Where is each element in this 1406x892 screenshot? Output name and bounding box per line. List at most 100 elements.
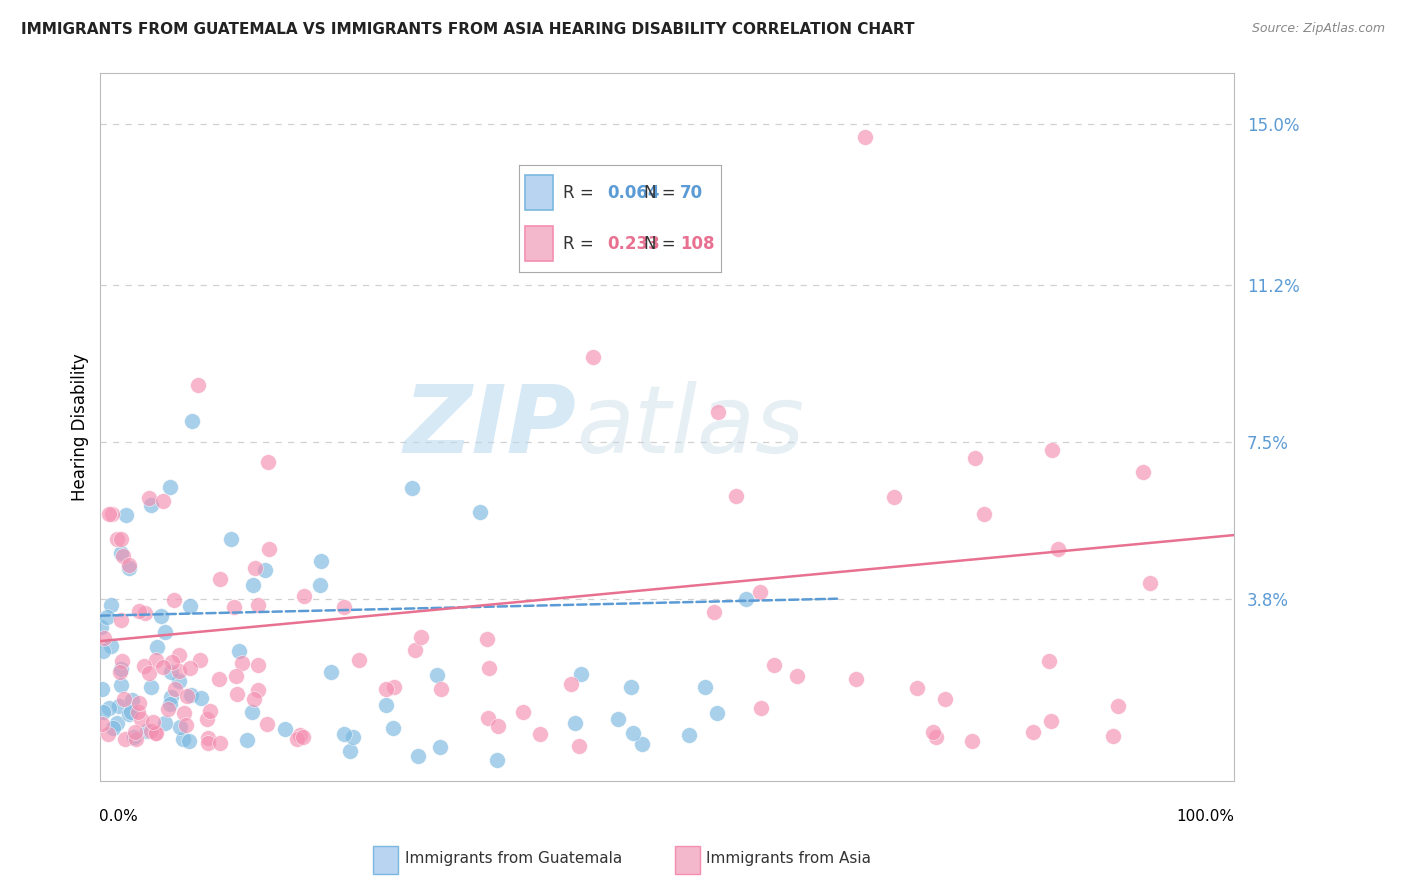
Point bbox=[621, 726, 644, 740]
Point bbox=[169, 720, 191, 734]
Point bbox=[925, 730, 948, 744]
Point bbox=[105, 533, 128, 547]
Point bbox=[1139, 575, 1161, 590]
FancyBboxPatch shape bbox=[524, 175, 553, 211]
Point bbox=[257, 542, 280, 557]
Point bbox=[606, 712, 628, 726]
Point bbox=[748, 585, 770, 599]
Point bbox=[695, 680, 717, 694]
Point bbox=[477, 711, 499, 725]
Point bbox=[98, 701, 121, 715]
Point bbox=[128, 604, 150, 618]
Point bbox=[136, 724, 159, 739]
Point bbox=[243, 561, 266, 575]
Point bbox=[222, 600, 245, 615]
Point bbox=[333, 599, 356, 614]
Point bbox=[231, 656, 253, 670]
Point bbox=[1132, 465, 1154, 479]
Point bbox=[568, 739, 591, 753]
Point bbox=[173, 706, 195, 720]
Point bbox=[243, 692, 266, 706]
Point bbox=[257, 455, 280, 469]
Point bbox=[197, 736, 219, 750]
Point bbox=[309, 578, 332, 592]
Point bbox=[225, 669, 247, 683]
Point bbox=[177, 734, 200, 748]
Point bbox=[486, 719, 509, 733]
Text: 100.0%: 100.0% bbox=[1177, 809, 1234, 824]
Point bbox=[190, 691, 212, 706]
Point bbox=[118, 707, 141, 722]
Point bbox=[111, 654, 134, 668]
Point bbox=[339, 744, 361, 758]
Point bbox=[1046, 542, 1069, 557]
Point bbox=[242, 578, 264, 592]
Point bbox=[187, 377, 209, 392]
Point bbox=[101, 721, 124, 735]
Point bbox=[145, 725, 167, 739]
Point bbox=[883, 490, 905, 504]
Point bbox=[91, 682, 114, 697]
Point bbox=[735, 591, 758, 606]
Point bbox=[292, 589, 315, 603]
Point bbox=[180, 688, 202, 702]
Point bbox=[786, 669, 808, 683]
Point bbox=[246, 598, 269, 612]
Point bbox=[1038, 654, 1060, 668]
Point bbox=[162, 593, 184, 607]
Point bbox=[292, 730, 315, 744]
Point bbox=[404, 643, 426, 657]
Point bbox=[165, 682, 187, 697]
Point bbox=[922, 724, 945, 739]
Point bbox=[96, 609, 118, 624]
Point bbox=[219, 533, 242, 547]
Point bbox=[120, 705, 142, 719]
Point bbox=[845, 672, 868, 686]
Point bbox=[342, 730, 364, 744]
Point bbox=[426, 667, 449, 681]
Point bbox=[160, 690, 183, 705]
Point bbox=[703, 606, 725, 620]
Point bbox=[962, 734, 984, 748]
Point bbox=[118, 561, 141, 575]
Point bbox=[905, 681, 928, 696]
Point bbox=[100, 639, 122, 653]
Point bbox=[98, 507, 121, 521]
Text: N =: N = bbox=[644, 184, 681, 202]
Point bbox=[152, 660, 174, 674]
Point bbox=[111, 549, 134, 564]
Text: N =: N = bbox=[644, 235, 681, 252]
Point bbox=[114, 691, 136, 706]
Point bbox=[129, 712, 152, 726]
Point bbox=[228, 644, 250, 658]
Point bbox=[485, 753, 508, 767]
Point bbox=[253, 563, 276, 577]
Point bbox=[1022, 725, 1045, 739]
Point bbox=[110, 532, 132, 546]
Point bbox=[274, 723, 297, 737]
Point bbox=[181, 414, 204, 428]
Point bbox=[1107, 698, 1129, 713]
Point bbox=[1101, 729, 1123, 743]
Point bbox=[197, 731, 219, 745]
Point bbox=[157, 701, 180, 715]
Point bbox=[247, 682, 270, 697]
Text: Source: ZipAtlas.com: Source: ZipAtlas.com bbox=[1251, 22, 1385, 36]
Point bbox=[381, 721, 404, 735]
Point bbox=[678, 728, 700, 742]
Point bbox=[114, 731, 136, 746]
Point bbox=[934, 692, 956, 706]
Point bbox=[150, 609, 173, 624]
Point bbox=[141, 680, 163, 694]
Point bbox=[529, 727, 551, 741]
Point bbox=[560, 676, 582, 690]
Point bbox=[145, 640, 167, 655]
Text: R =: R = bbox=[564, 235, 599, 252]
Point bbox=[973, 507, 995, 521]
Point bbox=[374, 698, 396, 712]
Y-axis label: Hearing Disability: Hearing Disability bbox=[72, 353, 89, 501]
Point bbox=[139, 724, 162, 739]
Point bbox=[176, 690, 198, 704]
Point bbox=[1040, 443, 1063, 458]
Point bbox=[347, 653, 370, 667]
